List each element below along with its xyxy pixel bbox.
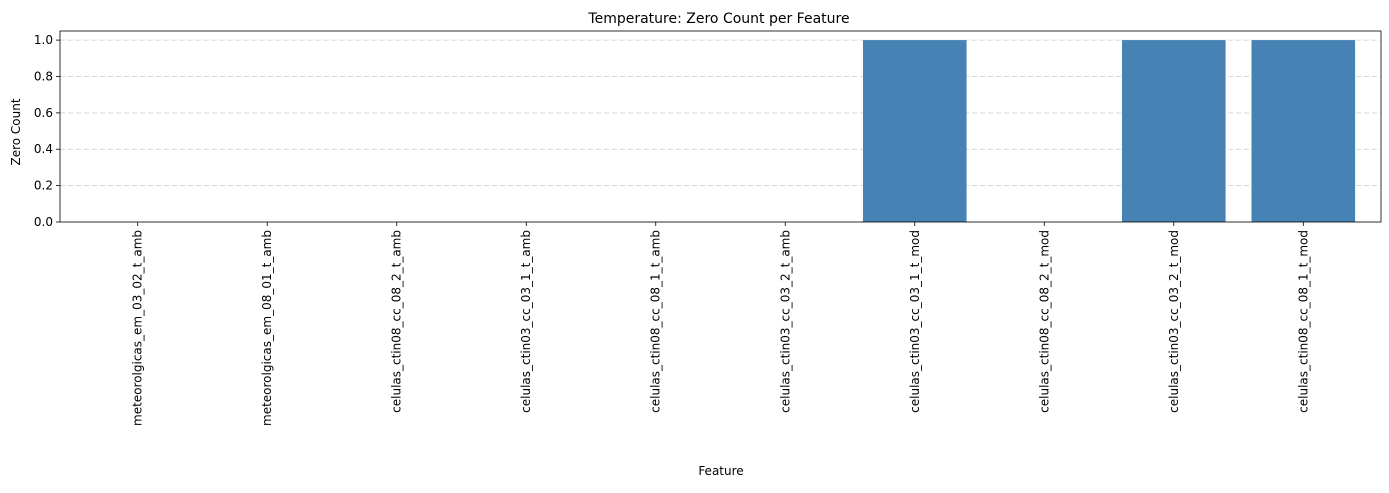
x-ticks: meteorolgicas_em_03_02_t_amb meteorolgica… [131, 222, 1310, 426]
x-tick-label: celulas_ctin03_cc_03_2_t_amb [778, 230, 792, 413]
y-tick-label: 0.0 [34, 215, 53, 229]
y-tick-label: 0.4 [34, 142, 53, 156]
x-tick-label: celulas_ctin08_cc_08_2_t_amb [390, 230, 404, 413]
bar [1251, 40, 1356, 222]
chart-title: Temperature: Zero Count per Feature [587, 11, 849, 27]
x-tick-label: celulas_ctin08_cc_08_1_t_amb [649, 230, 663, 413]
y-tick-label: 0.2 [34, 179, 53, 193]
x-axis-label: Feature [698, 464, 743, 478]
bar [862, 40, 967, 222]
x-tick-label: celulas_ctin08_cc_08_1_t_mod [1296, 230, 1310, 413]
y-ticks: 0.0 0.2 0.4 0.6 0.8 1.0 [34, 33, 60, 229]
y-tick-label: 1.0 [34, 33, 53, 47]
y-tick-label: 0.6 [34, 106, 53, 120]
x-tick-label: celulas_ctin03_cc_03_1_t_mod [908, 230, 922, 413]
x-tick-label: meteorolgicas_em_08_01_t_amb [260, 230, 274, 426]
bar [1121, 40, 1226, 222]
x-tick-label: celulas_ctin08_cc_08_2_t_mod [1037, 230, 1051, 413]
x-tick-label: meteorolgicas_em_03_02_t_amb [131, 230, 145, 426]
bars [862, 40, 1356, 222]
axes [59, 30, 1382, 223]
y-tick-label: 0.8 [34, 69, 53, 83]
y-axis-label: Zero Count [9, 98, 23, 165]
x-tick-label: celulas_ctin03_cc_03_2_t_mod [1167, 230, 1181, 413]
plot-frame [59, 30, 1382, 223]
x-tick-label: celulas_ctin03_cc_03_1_t_amb [519, 230, 533, 413]
